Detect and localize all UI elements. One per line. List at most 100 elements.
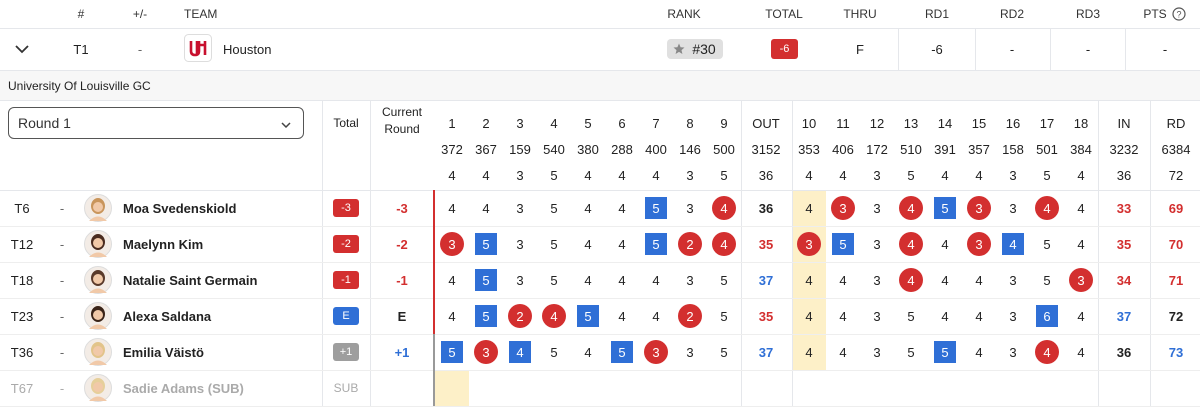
- player-total: E: [333, 307, 359, 325]
- team-name: Houston: [223, 41, 272, 57]
- hole-par: 4: [839, 167, 847, 183]
- score-bogey: 5: [577, 305, 599, 327]
- divider: [0, 298, 1200, 299]
- divider: [1050, 28, 1051, 70]
- section-yards: 3232: [1109, 141, 1139, 157]
- player-in: 34: [1116, 272, 1132, 288]
- player-out: 37: [758, 272, 774, 288]
- player-total: -3: [333, 199, 359, 217]
- expand-toggle[interactable]: [14, 42, 30, 56]
- current-hole-highlight: [792, 190, 826, 370]
- hole-par: 3: [686, 167, 694, 183]
- team-change: -: [137, 41, 143, 57]
- score-par: 3: [1009, 200, 1017, 216]
- player-avatar-icon: [84, 266, 112, 294]
- score-par: 3: [1009, 344, 1017, 360]
- hole-number: 13: [903, 115, 919, 131]
- divider: [433, 190, 435, 334]
- divider: [0, 334, 1200, 335]
- divider: [0, 370, 1200, 371]
- rank-star-icon: [673, 43, 685, 54]
- hole-yards: 540: [543, 141, 565, 157]
- score-par: 3: [516, 272, 524, 288]
- dropdown-chevron[interactable]: [280, 118, 292, 129]
- column-header: RD2: [999, 7, 1024, 21]
- score-bogey: 5: [475, 269, 497, 291]
- score-par: 3: [686, 272, 694, 288]
- hole-yards: 353: [798, 141, 820, 157]
- score-par: 3: [873, 236, 881, 252]
- hole-yards: 500: [713, 141, 735, 157]
- hole-number: 11: [836, 115, 850, 131]
- player-rd: 69: [1168, 200, 1184, 216]
- player-total: SUB: [333, 381, 359, 395]
- divider: [0, 262, 1200, 263]
- round-select[interactable]: [8, 107, 304, 139]
- hole-par: 4: [584, 167, 592, 183]
- score-par: 5: [720, 344, 728, 360]
- score-birdie: 3: [967, 232, 991, 256]
- score-bogey: 6: [1036, 305, 1058, 327]
- hole-par: 3: [1009, 167, 1017, 183]
- help-icon-icon: ?: [1172, 7, 1186, 21]
- svg-text:?: ?: [1176, 10, 1181, 20]
- hole-par: 5: [550, 167, 558, 183]
- score-par: 4: [448, 272, 456, 288]
- score-par: 4: [975, 272, 983, 288]
- divider: [792, 100, 793, 406]
- player-rd: 71: [1168, 272, 1184, 288]
- hole-par: 5: [907, 167, 915, 183]
- hole-yards: 357: [968, 141, 990, 157]
- divider: [0, 70, 1200, 71]
- score-birdie: 4: [899, 232, 923, 256]
- hole-par: 4: [941, 167, 949, 183]
- player-in: 35: [1116, 236, 1132, 252]
- score-birdie: 3: [440, 232, 464, 256]
- hole-number: 7: [652, 115, 660, 131]
- score-birdie: 3: [831, 196, 855, 220]
- score-birdie: 3: [644, 340, 668, 364]
- player-change: -: [59, 308, 65, 324]
- score-par: 3: [516, 200, 524, 216]
- hole-yards: 146: [679, 141, 701, 157]
- section-label: OUT: [752, 115, 780, 131]
- score-birdie: 4: [899, 268, 923, 292]
- player-rd: 73: [1168, 344, 1184, 360]
- section-yards: 6384: [1161, 141, 1191, 157]
- player-current: +1: [394, 344, 410, 360]
- divider: [975, 28, 976, 70]
- hole-yards: 288: [611, 141, 633, 157]
- section-par: 36: [1116, 167, 1132, 183]
- hole-par: 4: [805, 167, 813, 183]
- hole-number: 16: [1005, 115, 1021, 131]
- score-birdie: 2: [678, 232, 702, 256]
- player-rd: 72: [1168, 308, 1184, 324]
- hole-number: 3: [516, 115, 524, 131]
- score-birdie: 3: [967, 196, 991, 220]
- team-rank: #30: [692, 41, 716, 57]
- player-change: -: [59, 200, 65, 216]
- score-par: 4: [448, 308, 456, 324]
- player-out: 37: [758, 344, 774, 360]
- player-change: -: [59, 344, 65, 360]
- score-par: 4: [584, 200, 592, 216]
- player-out: 36: [758, 200, 774, 216]
- player-avatar-icon: [84, 302, 112, 330]
- score-par: 4: [584, 272, 592, 288]
- score-par: 4: [941, 308, 949, 324]
- player-name: Maelynn Kim: [123, 236, 204, 252]
- player-avatar: [84, 230, 112, 258]
- score-bogey: 4: [509, 341, 531, 363]
- hole-number: 9: [720, 115, 728, 131]
- score-bogey: 4: [1002, 233, 1024, 255]
- score-par: 4: [975, 344, 983, 360]
- column-header: RANK: [667, 7, 701, 21]
- divider: [0, 226, 1200, 227]
- team-logo-icon: [184, 34, 212, 62]
- player-change: -: [59, 236, 65, 252]
- score-par: 4: [584, 236, 592, 252]
- player-total: +1: [333, 343, 359, 361]
- column-header: #: [77, 7, 85, 21]
- column-header: +/-: [132, 7, 148, 21]
